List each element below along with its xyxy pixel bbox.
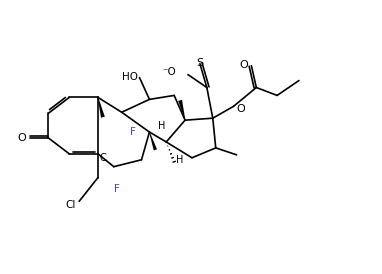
Text: Cl: Cl xyxy=(66,200,76,210)
Text: O: O xyxy=(17,133,26,143)
Text: O: O xyxy=(236,104,245,114)
Text: C: C xyxy=(100,153,107,163)
Text: S: S xyxy=(196,58,204,68)
Polygon shape xyxy=(149,132,157,150)
Text: HO: HO xyxy=(121,72,138,82)
Polygon shape xyxy=(98,97,105,118)
Text: F: F xyxy=(129,127,136,137)
Text: O: O xyxy=(240,60,248,70)
Text: H: H xyxy=(176,155,183,165)
Text: F: F xyxy=(114,184,120,195)
Text: ⁻O: ⁻O xyxy=(162,67,176,77)
Text: H: H xyxy=(158,121,166,131)
Polygon shape xyxy=(178,100,185,120)
